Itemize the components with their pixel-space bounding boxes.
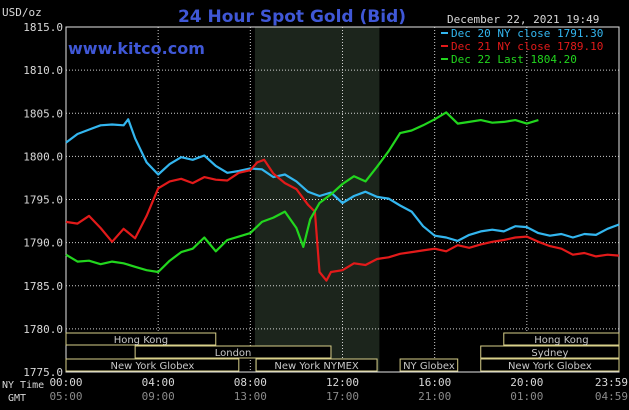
y-tick-label: 1805.0 [23, 107, 63, 120]
x-tick-label-ny: 08:00 [234, 376, 267, 389]
grid [65, 26, 620, 373]
nymex-shaded-region [254, 27, 380, 372]
series-lines [65, 111, 620, 282]
x-tick-label-gmt: 01:00 [510, 390, 543, 403]
nymex-shade [254, 27, 380, 372]
session-label: NY Globex [403, 361, 455, 372]
x-tick-label-gmt: 05:00 [49, 390, 82, 403]
unit-label: USD/oz [2, 6, 42, 19]
session-box [134, 345, 332, 359]
x-tick-label-gmt: 17:00 [326, 390, 359, 403]
y-tick-label: 1810.0 [23, 64, 63, 77]
session-box [255, 358, 378, 372]
x-tick-label-ny: 16:00 [418, 376, 451, 389]
x-tick-label-ny: 00:00 [49, 376, 82, 389]
session-label: New York Globex [110, 361, 194, 372]
session-box [480, 358, 620, 372]
y-tick-label: 1780.0 [23, 323, 63, 336]
series-line-2 [65, 158, 620, 282]
session-box [503, 332, 620, 346]
session-label: New York NYMEX [274, 361, 359, 372]
session-label: Hong Kong [534, 335, 588, 346]
session-label: New York Globex [508, 361, 592, 372]
session-label: Sydney [531, 348, 568, 359]
ny-time-label: NY Time [2, 380, 44, 391]
x-tick-label-ny: 20:00 [510, 376, 543, 389]
x-tick-label-ny: 23:59 [595, 376, 628, 389]
market-sessions: Hong Kong London New York Globex New York N… [65, 332, 620, 372]
legend-label: Dec 20 NY close 1791.30 [451, 27, 603, 40]
y-tick-label: 1775.0 [23, 366, 63, 379]
session-box [65, 358, 240, 372]
y-axis-ticks: 1775.0 1780.0 1785.0 1790.0 1795.0 1800.0 1805… [23, 21, 63, 379]
x-tick-label-gmt: 09:00 [142, 390, 175, 403]
x-tick-label-gmt: 21:00 [418, 390, 451, 403]
timestamp: December 22, 2021 19:49 [447, 13, 599, 26]
legend-label: Dec 21 NY close 1789.10 [451, 40, 603, 53]
session-box [480, 345, 620, 359]
x-tick-label-ny: 12:00 [326, 376, 359, 389]
session-label: Hong Kong [114, 335, 168, 346]
series-line-3 [65, 111, 539, 274]
x-tick-label-gmt: 04:59 [595, 390, 628, 403]
y-tick-label: 1800.0 [23, 150, 63, 163]
legend-label: Dec 22 Last 1804.20 [451, 53, 577, 66]
session-box [65, 332, 217, 346]
series-line-1 [65, 118, 620, 242]
y-tick-label: 1795.0 [23, 194, 63, 207]
x-tick-label-ny: 04:00 [142, 376, 175, 389]
y-tick-label: 1785.0 [23, 280, 63, 293]
y-tick-label: 1815.0 [23, 21, 63, 34]
y-tick-label: 1790.0 [23, 237, 63, 250]
session-box [399, 358, 459, 372]
site-watermark: www.kitco.com [68, 39, 205, 58]
session-label: London [215, 348, 252, 359]
chart-title: 24 Hour Spot Gold (Bid) [178, 7, 406, 27]
gmt-label: GMT [8, 393, 26, 404]
plot-border [65, 26, 620, 373]
x-tick-label-gmt: 13:00 [234, 390, 267, 403]
